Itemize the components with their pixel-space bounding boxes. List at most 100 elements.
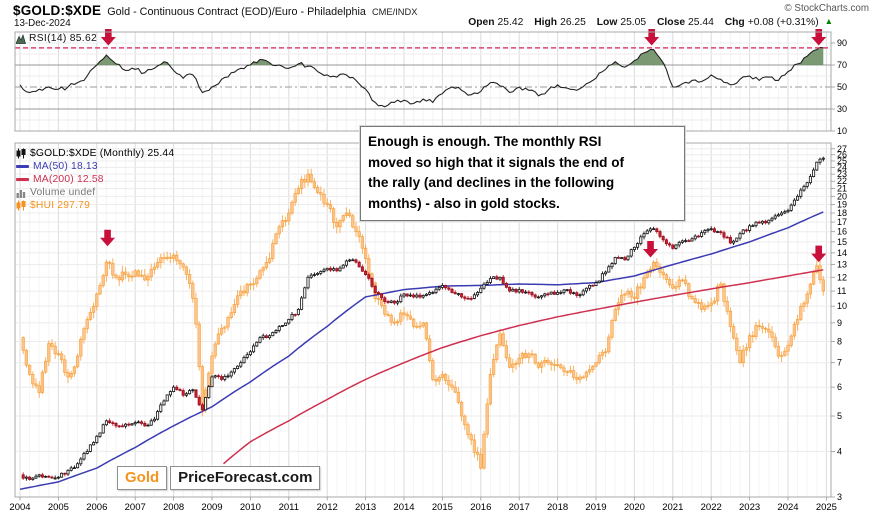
- annotation-line-1: Enough is enough. The monthly RSI: [368, 134, 602, 149]
- year-axis-tick: 2015: [432, 502, 453, 513]
- ma50-line: [19, 211, 824, 491]
- legend-row-hui: $HUI 297.79: [16, 199, 174, 212]
- year-axis-tick: 2024: [777, 502, 798, 513]
- price-axis-tick: 16: [837, 227, 847, 237]
- annotation-line-3: the rally (and declines in the following: [368, 175, 615, 190]
- price-axis-tick: 6: [837, 382, 842, 392]
- gold-candles: [21, 156, 825, 481]
- open-value: 25.42: [497, 17, 524, 28]
- price-axis-tick: 14: [837, 248, 847, 258]
- legend-row-ma50: MA(50) 18.13: [16, 160, 174, 173]
- rsi-line: [19, 46, 824, 108]
- annotation-box: Enough is enough. The monthly RSI moved …: [360, 126, 685, 221]
- annotation-line-2: moved so high that it signals the end of: [368, 154, 625, 170]
- price-axis-tick: 15: [837, 237, 847, 247]
- hui-bars: [21, 168, 825, 470]
- ohlc-quote-bar: Open 25.42 High 26.25 Low 25.05 Close 25.44 …: [468, 16, 833, 28]
- rsi-axis-tick: 30: [837, 104, 847, 114]
- year-axis-tick: 2016: [470, 502, 491, 513]
- legend-volume-label: Volume undef: [30, 187, 96, 198]
- year-axis-tick: 2006: [86, 502, 107, 513]
- annotation-line-4: months) - also in gold stocks.: [368, 195, 560, 211]
- chg-value: +0.08 (+0.31%): [747, 17, 819, 28]
- stockcharts-copyright-link[interactable]: © StockCharts.com: [784, 3, 869, 14]
- price-axis-tick: 26: [837, 150, 847, 160]
- high-label: High: [534, 17, 558, 28]
- year-axis-tick: 2011: [279, 502, 299, 513]
- close-label: Close: [657, 17, 686, 28]
- price-axis-tick: 12: [837, 272, 847, 282]
- rsi-axis-tick: 90: [837, 38, 847, 48]
- price-axis-tick: 27: [837, 144, 847, 154]
- low-label: Low: [596, 17, 618, 28]
- price-axis-tick: 20: [837, 191, 847, 201]
- price-axis-tick: 3: [837, 492, 842, 502]
- price-axis-tick: 10: [837, 301, 847, 311]
- price-axis-tick: 17: [837, 217, 847, 227]
- legend-hui-label: $HUI 297.79: [30, 200, 91, 211]
- hui-candlestick-icon: [16, 200, 26, 211]
- legend-symbol-label: $GOLD:$XDE (Monthly) 25.44: [30, 148, 175, 159]
- year-axis-tick: 2013: [355, 502, 376, 513]
- price-axis-tick: 9: [837, 318, 842, 328]
- price-axis-tick: 13: [837, 260, 847, 270]
- chart-date: 13-Dec-2024: [14, 17, 71, 29]
- year-axis-tick: 2020: [624, 502, 645, 513]
- legend-row-volume: Volume undef: [16, 186, 174, 199]
- year-axis-tick: 2018: [547, 502, 568, 513]
- rsi-axis-tick: 50: [837, 82, 847, 92]
- rsi-axis-tick: 70: [837, 60, 847, 70]
- year-axis-tick: 2009: [201, 502, 222, 513]
- legend-row-symbol: $GOLD:$XDE (Monthly) 25.44: [16, 147, 174, 160]
- down-arrow: [811, 245, 827, 263]
- price-axis-tick: 7: [837, 358, 842, 368]
- year-axis-tick: 2017: [509, 502, 530, 513]
- price-axis-tick: 23: [837, 169, 847, 179]
- price-axis-tick: 22: [837, 176, 847, 186]
- logo-gold-word: Gold: [117, 466, 168, 490]
- year-axis-tick: 2019: [585, 502, 606, 513]
- candlestick-icon: [16, 148, 26, 159]
- year-axis-tick: 2005: [48, 502, 69, 513]
- axis-labels: 9070503010272625242322212019181716151413…: [9, 38, 847, 513]
- year-axis-tick: 2007: [125, 502, 146, 513]
- price-axis-tick: 21: [837, 184, 847, 194]
- year-axis-tick: 2004: [9, 502, 30, 513]
- year-axis-tick: 2012: [317, 502, 338, 513]
- year-axis-tick: 2008: [163, 502, 184, 513]
- close-value: 25.44: [688, 17, 714, 28]
- down-arrow: [811, 29, 827, 46]
- open-label: Open: [468, 17, 495, 28]
- legend-row-ma200: MA(200) 12.58: [16, 173, 174, 186]
- year-axis-tick: 2025: [816, 502, 837, 513]
- ma50-line-icon: [16, 165, 29, 168]
- down-arrow: [100, 29, 116, 46]
- price-axis-tick: 24: [837, 162, 847, 172]
- down-arrow: [100, 229, 116, 247]
- low-value: 25.05: [620, 17, 647, 28]
- year-axis-tick: 2022: [701, 502, 722, 513]
- price-axis-tick: 18: [837, 208, 847, 218]
- price-axis-tick: 4: [837, 446, 842, 456]
- volume-bars-icon: [16, 189, 26, 198]
- goldpriceforecast-logo: Gold PriceForecast.com: [117, 466, 321, 490]
- rsi-legend: RSI(14) 85.62: [16, 33, 97, 44]
- year-axis-tick: 2014: [393, 502, 414, 513]
- indicator-area-icon: [16, 33, 26, 44]
- legend-ma50-label: MA(50) 18.13: [33, 161, 98, 172]
- high-value: 26.25: [560, 17, 586, 28]
- logo-priceforecast-link[interactable]: PriceForecast.com: [170, 466, 321, 490]
- ma200-line-icon: [16, 178, 29, 181]
- price-axis-tick: 11: [837, 286, 846, 296]
- change-up-triangle-icon: ▲: [824, 16, 833, 26]
- chg-label: Chg: [724, 17, 745, 28]
- main-chart-legend: $GOLD:$XDE (Monthly) 25.44 MA(50) 18.13 …: [16, 147, 174, 212]
- down-arrow: [643, 240, 659, 258]
- price-axis-tick: 19: [837, 199, 847, 209]
- rsi-axis-tick: 10: [837, 126, 847, 136]
- exchange-label: CME/INDX: [371, 7, 418, 17]
- symbol-description: Gold - Continuous Contract (EOD)/Euro - …: [107, 6, 366, 18]
- price-axis-tick: 25: [837, 156, 847, 166]
- year-axis-tick: 2021: [662, 502, 683, 513]
